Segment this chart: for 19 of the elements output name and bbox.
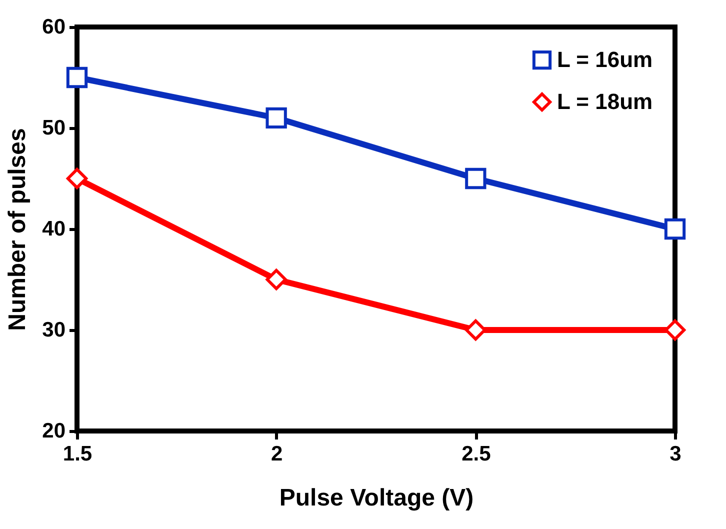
point — [66, 168, 88, 190]
point — [465, 168, 486, 190]
x-tick-label: 1.5 — [62, 442, 92, 466]
y-axis-title: Number of pulses — [4, 128, 32, 331]
legend-label: L = 16um — [557, 47, 653, 72]
y-tick-label: 50 — [42, 116, 66, 140]
legend-label: L = 18um — [557, 89, 653, 114]
point — [664, 218, 686, 240]
x-tick-label: 3 — [670, 442, 682, 466]
point — [66, 66, 88, 88]
y-tick-label: 20 — [42, 420, 66, 442]
y-tick-label: 30 — [42, 318, 66, 342]
y-tick-label: 60 — [42, 16, 66, 38]
point — [266, 107, 287, 128]
x-axis-title: Pulse Voltage (V) — [279, 484, 474, 512]
point — [266, 268, 287, 290]
x-tick-label: 2.5 — [462, 442, 492, 466]
y-tick-label: 40 — [42, 218, 66, 240]
x-tick-label: 2 — [270, 442, 283, 466]
